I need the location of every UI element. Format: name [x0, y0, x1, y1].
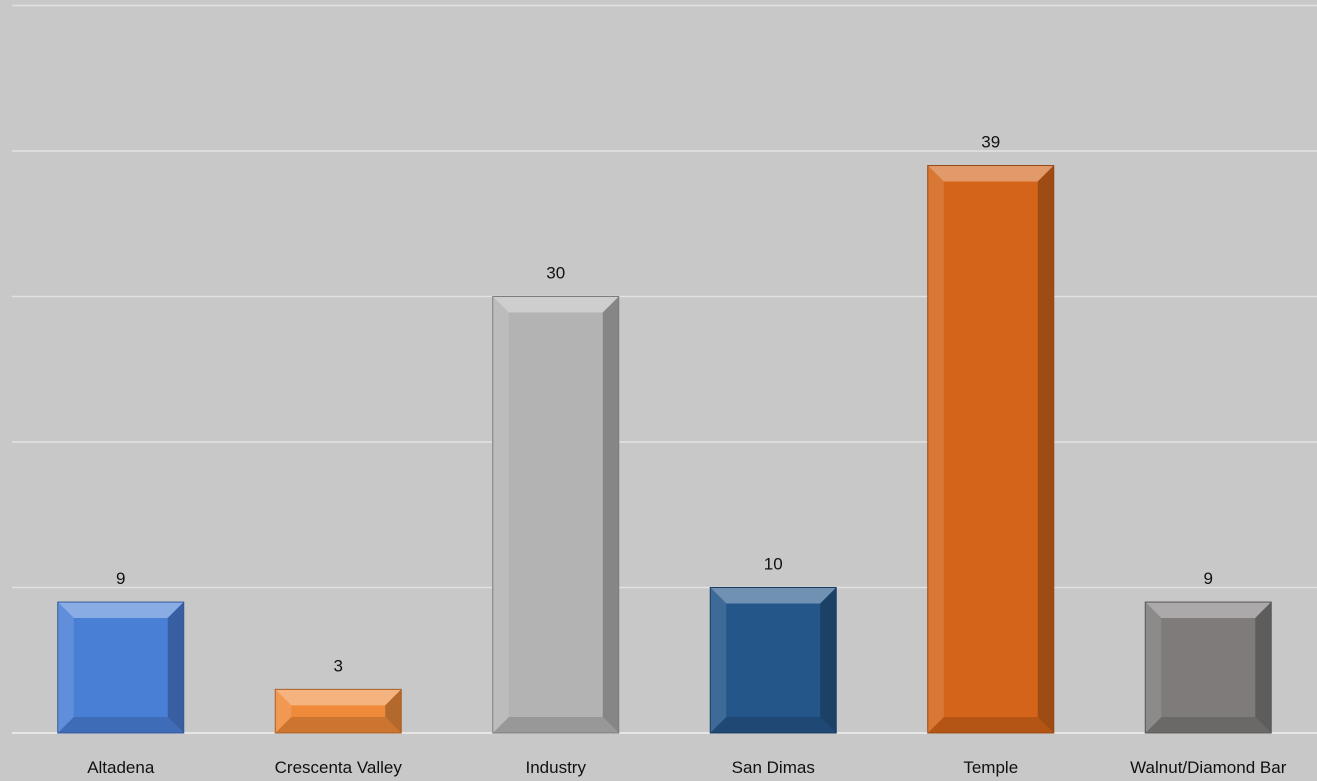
x-axis-tick-labels: Altadena Crescenta Valley Industry San Dima… [87, 758, 1287, 777]
x-tick-label: Industry [526, 758, 587, 777]
data-label: 30 [546, 264, 565, 283]
bars [57, 165, 1272, 734]
x-tick-label: San Dimas [732, 758, 815, 777]
x-tick-label: Walnut/Diamond Bar [1130, 758, 1287, 777]
data-label: 10 [764, 555, 783, 574]
gridlines [12, 4, 1317, 734]
bar [709, 587, 837, 734]
data-label: 9 [116, 569, 125, 588]
bar [492, 296, 620, 734]
data-labels: 9 3 30 10 39 9 [116, 133, 1213, 676]
x-tick-label: Crescenta Valley [275, 758, 403, 777]
data-label: 3 [334, 656, 343, 675]
bar [1144, 601, 1272, 734]
bar [57, 601, 185, 734]
x-tick-label: Altadena [87, 758, 155, 777]
bar [274, 688, 402, 734]
data-label: 39 [981, 133, 1000, 152]
bar [927, 165, 1055, 734]
x-tick-label: Temple [963, 758, 1018, 777]
data-label: 9 [1204, 569, 1213, 588]
